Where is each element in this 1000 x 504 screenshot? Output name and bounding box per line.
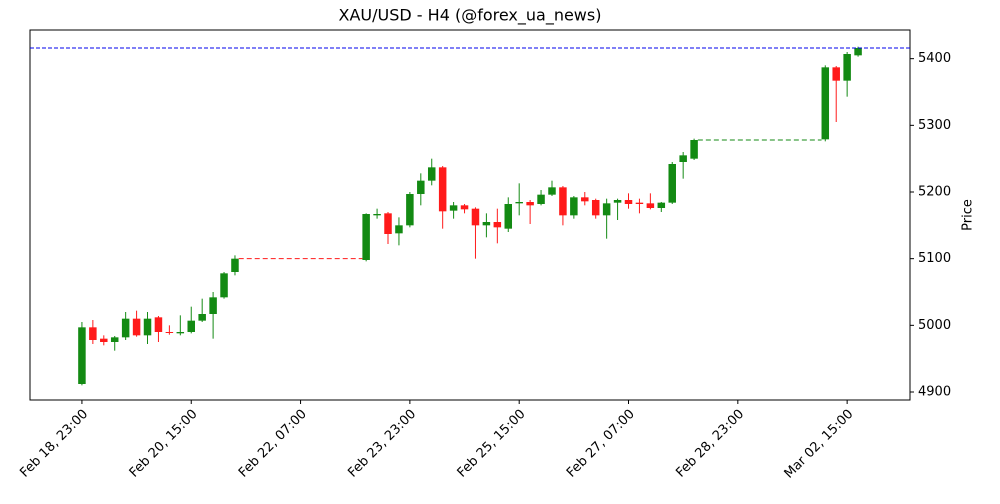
candle-body <box>854 48 862 56</box>
y-tick-label: 4900 <box>918 385 951 400</box>
candle-body <box>231 258 239 272</box>
candle-body <box>471 208 480 226</box>
candle-body <box>515 202 523 204</box>
candle-body <box>624 200 633 204</box>
candle-body <box>165 332 174 333</box>
candle-body <box>646 203 655 208</box>
candle-body <box>668 164 676 203</box>
y-tick-label: 5400 <box>918 51 951 66</box>
candle-body <box>143 318 152 336</box>
candle-body <box>657 202 666 208</box>
x-tick-label: Feb 27, 07:00 <box>564 407 638 481</box>
x-tick-label: Feb 25, 15:00 <box>455 407 529 481</box>
candle-body <box>427 167 436 181</box>
candle-body <box>198 314 206 321</box>
candle-body <box>504 204 513 229</box>
candle-body <box>362 214 370 260</box>
candle-body <box>384 213 392 234</box>
y-axis-label: Price <box>961 199 976 231</box>
plot-frame <box>29 29 911 401</box>
candle-body <box>449 205 458 211</box>
candle-body <box>100 338 108 342</box>
candle-body <box>121 318 130 338</box>
candle-body <box>220 273 228 298</box>
candle-body <box>591 200 600 216</box>
candle-body <box>176 332 185 334</box>
candle-body <box>821 67 830 140</box>
candle-body <box>89 327 97 340</box>
y-tick-label: 5200 <box>918 185 951 200</box>
y-tick-label: 5100 <box>918 251 951 266</box>
candle-body <box>78 327 86 384</box>
candle-body <box>679 155 687 162</box>
candle-body <box>493 222 502 228</box>
candle-body <box>843 54 851 81</box>
candle-body <box>548 187 556 195</box>
candle-body <box>832 67 840 81</box>
y-tick-label: 5300 <box>918 118 951 133</box>
candle-body <box>537 194 545 204</box>
candle-body <box>209 297 217 314</box>
candle-body <box>132 318 141 336</box>
candle-body <box>570 197 578 216</box>
x-tick-label: Feb 18, 23:00 <box>17 407 91 481</box>
candle-body <box>602 203 611 216</box>
candle-body <box>581 197 589 202</box>
candle-body <box>395 225 403 234</box>
candle-body <box>482 222 491 226</box>
x-tick-label: Mar 02, 15:00 <box>782 407 857 482</box>
candle-body <box>690 140 698 159</box>
x-tick-label: Feb 22, 07:00 <box>236 407 310 481</box>
x-tick-label: Feb 20, 15:00 <box>127 407 201 481</box>
candle-body <box>613 200 622 203</box>
x-tick-label: Feb 23, 23:00 <box>345 407 419 481</box>
candle-body <box>373 214 381 216</box>
candle-body <box>460 205 469 210</box>
candle-body <box>438 167 447 212</box>
candle-body <box>417 180 425 194</box>
candle-body <box>406 194 414 226</box>
candle-body <box>110 337 119 342</box>
x-tick-label: Feb 28, 23:00 <box>673 407 747 481</box>
candle-body <box>635 202 644 204</box>
candle-body <box>187 320 195 332</box>
candle-body <box>559 187 567 216</box>
candle-body <box>526 202 534 206</box>
candle-body <box>154 317 163 332</box>
chart-title: XAU/USD - H4 (@forex_ua_news) <box>339 6 602 26</box>
y-tick-label: 5000 <box>918 318 951 333</box>
